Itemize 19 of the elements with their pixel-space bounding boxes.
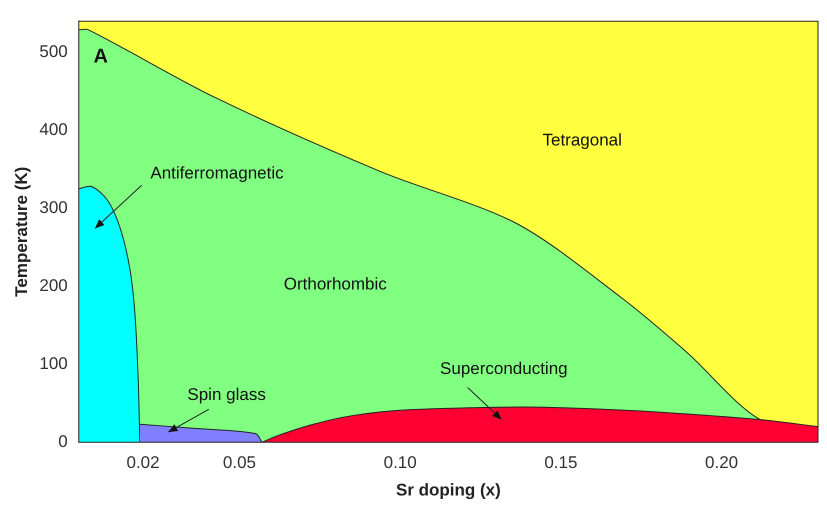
x-axis-title: Sr doping (x)	[396, 480, 501, 500]
x-tick-label: 0.02	[126, 453, 160, 472]
x-tick-label: 0.10	[384, 453, 417, 472]
y-tick-label: 500	[39, 42, 68, 62]
x-tick-label: 0.15	[544, 453, 578, 472]
annotation: Spin glass	[187, 385, 266, 404]
annotation: Orthorhombic	[284, 274, 388, 294]
x-tick-label: 0.05	[222, 453, 256, 472]
y-axis-title: Temperature (K)	[12, 166, 31, 297]
y-tick-label: 400	[39, 120, 68, 140]
y-tick-label: 300	[39, 198, 68, 217]
y-tick-label: 200	[39, 276, 68, 295]
annotation: A	[94, 46, 108, 68]
y-tick-label: 100	[39, 354, 68, 373]
annotation: Tetragonal	[542, 130, 622, 150]
annotation: Superconducting	[440, 359, 568, 378]
y-tick-label: 0	[58, 432, 68, 451]
annotation: Antiferromagnetic	[150, 163, 284, 182]
x-tick-label: 0.20	[705, 453, 738, 472]
